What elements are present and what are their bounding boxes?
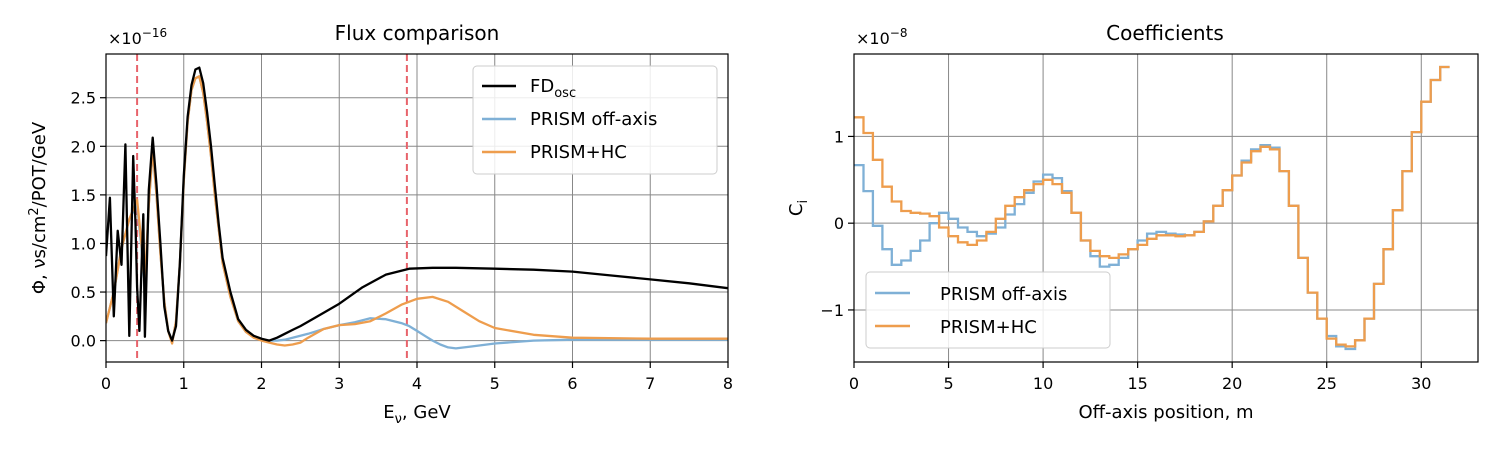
legend-label-prism-off-axis: PRISM off-axis xyxy=(940,284,1067,305)
x-tick-label: 10 xyxy=(1033,374,1053,393)
coefficients-plot-frame xyxy=(853,53,1479,363)
coefficients-y-ticks: −1 0 1 xyxy=(820,127,854,320)
y-tick-label: 2.5 xyxy=(71,89,96,108)
flux-chart: Flux comparison ×10−16 0 1 2 3 4 5 6 7 8 0.0 0.5 1… xyxy=(27,21,733,427)
series-line-fd xyxy=(106,66,728,342)
x-tick-label: 0 xyxy=(101,374,111,393)
y-tick-label: −1 xyxy=(820,301,844,320)
flux-legend-box xyxy=(472,65,718,175)
legend-label-prism-off-axis: PRISM off-axis xyxy=(530,109,657,130)
coefficients-chart: Coefficients ×10−8 0 5 10 15 20 25 30 −1 0 1 Off… xyxy=(786,21,1479,423)
flux-chart-title: Flux comparison xyxy=(335,21,500,45)
coefficients-x-axis-label: Off-axis position, m xyxy=(1078,402,1253,423)
y-tick-label: 1 xyxy=(834,127,844,146)
coefficients-scale-factor: ×10−8 xyxy=(856,26,907,48)
x-tick-label: 4 xyxy=(412,374,422,393)
x-tick-label: 6 xyxy=(567,374,577,393)
series-step-prism-hc xyxy=(854,65,1450,348)
x-tick-label: 25 xyxy=(1317,374,1337,393)
x-tick-label: 0 xyxy=(849,374,859,393)
flux-series-group xyxy=(106,66,728,350)
x-tick-label: 5 xyxy=(943,374,953,393)
y-tick-label: 1.5 xyxy=(71,186,96,205)
coefficients-legend: PRISM off-axis PRISM+HC xyxy=(865,271,1111,349)
y-tick-label: 0.5 xyxy=(71,283,96,302)
flux-x-ticks: 0 1 2 3 4 5 6 7 8 xyxy=(101,362,733,393)
x-tick-label: 1 xyxy=(179,374,189,393)
y-tick-label: 0 xyxy=(834,214,844,233)
legend-label-prism-hc: PRISM+HC xyxy=(530,142,627,163)
coefficients-y-axis-label: Ci xyxy=(786,200,811,216)
x-tick-label: 20 xyxy=(1222,374,1242,393)
x-tick-label: 3 xyxy=(334,374,344,393)
coefficients-chart-title: Coefficients xyxy=(1106,21,1224,45)
x-tick-label: 2 xyxy=(256,374,266,393)
y-tick-label: 1.0 xyxy=(71,234,96,253)
flux-y-axis-label: Φ, νs/cm2/POT/GeV xyxy=(27,121,50,294)
x-tick-label: 15 xyxy=(1127,374,1147,393)
coefficients-legend-box xyxy=(865,271,1111,349)
x-tick-label: 7 xyxy=(645,374,655,393)
flux-scale-factor: ×10−16 xyxy=(108,26,167,48)
x-tick-label: 8 xyxy=(723,374,733,393)
x-tick-label: 5 xyxy=(490,374,500,393)
y-tick-label: 0.0 xyxy=(71,332,96,351)
flux-x-axis-label: Eν, GeV xyxy=(383,402,451,427)
series-step-prism-off-axis xyxy=(854,65,1450,351)
legend-label-prism-hc: PRISM+HC xyxy=(940,317,1037,338)
coefficients-series-group xyxy=(854,65,1450,351)
coefficients-x-ticks: 0 5 10 15 20 25 30 xyxy=(849,362,1431,393)
flux-legend: FDosc PRISM off-axis PRISM+HC xyxy=(472,65,718,175)
flux-y-ticks: 0.0 0.5 1.0 1.5 2.0 2.5 xyxy=(71,89,106,351)
legend-label-fd-osc: FDosc xyxy=(530,76,576,101)
y-tick-label: 2.0 xyxy=(71,137,96,156)
x-tick-label: 30 xyxy=(1411,374,1431,393)
